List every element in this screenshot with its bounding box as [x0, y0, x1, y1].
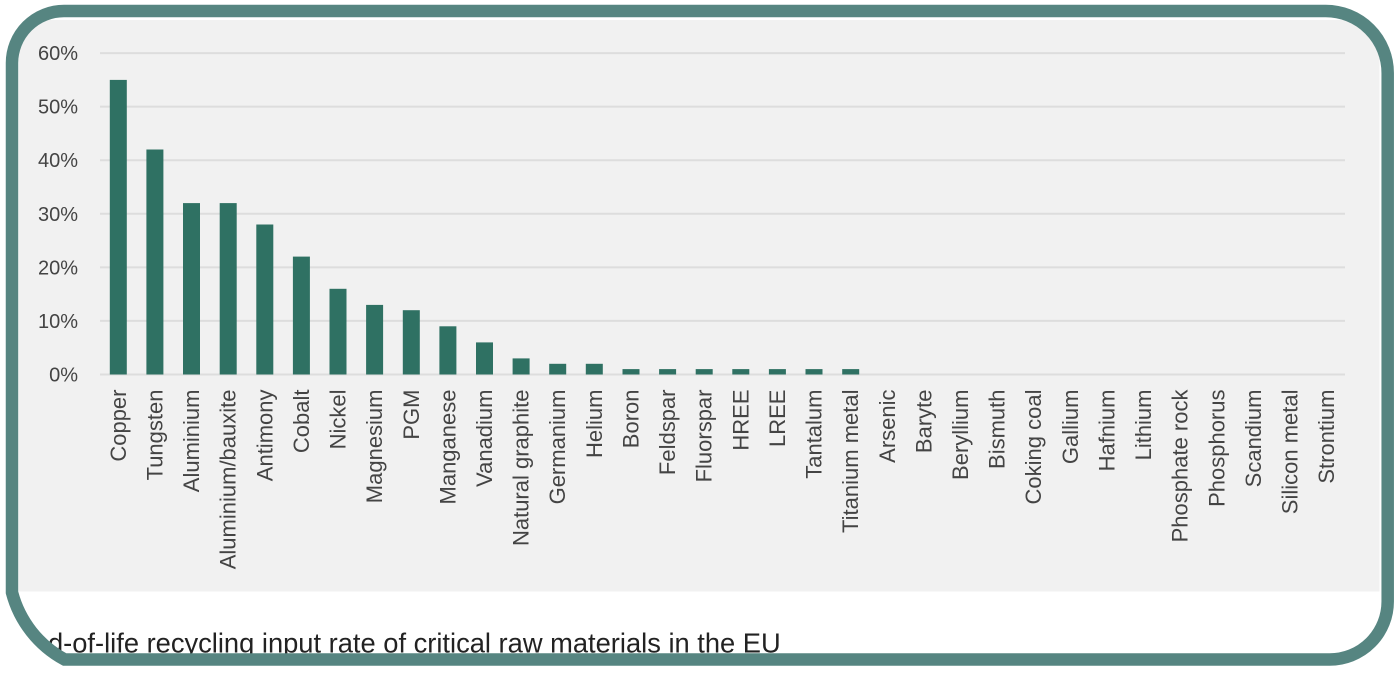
svg-text:Natural graphite: Natural graphite	[509, 390, 534, 547]
svg-text:Scandium: Scandium	[1241, 390, 1266, 488]
svg-text:10%: 10%	[38, 311, 78, 333]
svg-text:30%: 30%	[38, 204, 78, 226]
svg-text:Coking coal: Coking coal	[1021, 390, 1046, 505]
svg-text:Silicon metal: Silicon metal	[1278, 390, 1303, 515]
svg-text:Gallium: Gallium	[1058, 390, 1083, 465]
svg-text:Magnesium: Magnesium	[362, 390, 387, 504]
svg-text:Phosphorus: Phosphorus	[1204, 390, 1229, 507]
svg-text:Germanium: Germanium	[545, 390, 570, 505]
svg-text:Antimony: Antimony	[252, 390, 277, 482]
svg-text:Baryte: Baryte	[911, 390, 936, 454]
svg-text:Strontium: Strontium	[1314, 390, 1339, 484]
svg-text:50%: 50%	[38, 97, 78, 119]
svg-text:Tantalum: Tantalum	[802, 390, 827, 479]
svg-text:Fluorspar: Fluorspar	[692, 390, 717, 483]
svg-text:0%: 0%	[49, 365, 78, 387]
svg-text:Lithium: Lithium	[1131, 390, 1156, 461]
svg-text:LREE: LREE	[765, 390, 790, 447]
svg-text:Cobalt: Cobalt	[289, 390, 314, 454]
svg-text:HREE: HREE	[728, 390, 753, 451]
svg-text:Bismuth: Bismuth	[985, 390, 1010, 469]
svg-text:Aluminium: Aluminium	[179, 390, 204, 493]
svg-text:Helium: Helium	[582, 390, 607, 458]
svg-text:Beryllium: Beryllium	[948, 390, 973, 480]
svg-text:Copper: Copper	[106, 390, 131, 462]
svg-text:20%: 20%	[38, 257, 78, 279]
svg-text:Nickel: Nickel	[326, 390, 351, 450]
svg-text:Titanium metal: Titanium metal	[838, 390, 863, 533]
svg-text:Phosphate rock: Phosphate rock	[1168, 389, 1193, 543]
svg-text:Arsenic: Arsenic	[875, 390, 900, 463]
svg-text:Hafnium: Hafnium	[1095, 390, 1120, 472]
svg-text:Feldspar: Feldspar	[655, 390, 680, 476]
svg-text:60%: 60%	[38, 43, 78, 65]
svg-text:Manganese: Manganese	[435, 390, 460, 505]
svg-text:40%: 40%	[38, 150, 78, 172]
svg-text:PGM: PGM	[399, 390, 424, 440]
svg-text:Tungsten: Tungsten	[142, 390, 167, 481]
svg-text:Aluminium/bauxite: Aluminium/bauxite	[216, 390, 241, 570]
svg-text:Boron: Boron	[619, 390, 644, 449]
svg-text:Vanadium: Vanadium	[472, 390, 497, 487]
